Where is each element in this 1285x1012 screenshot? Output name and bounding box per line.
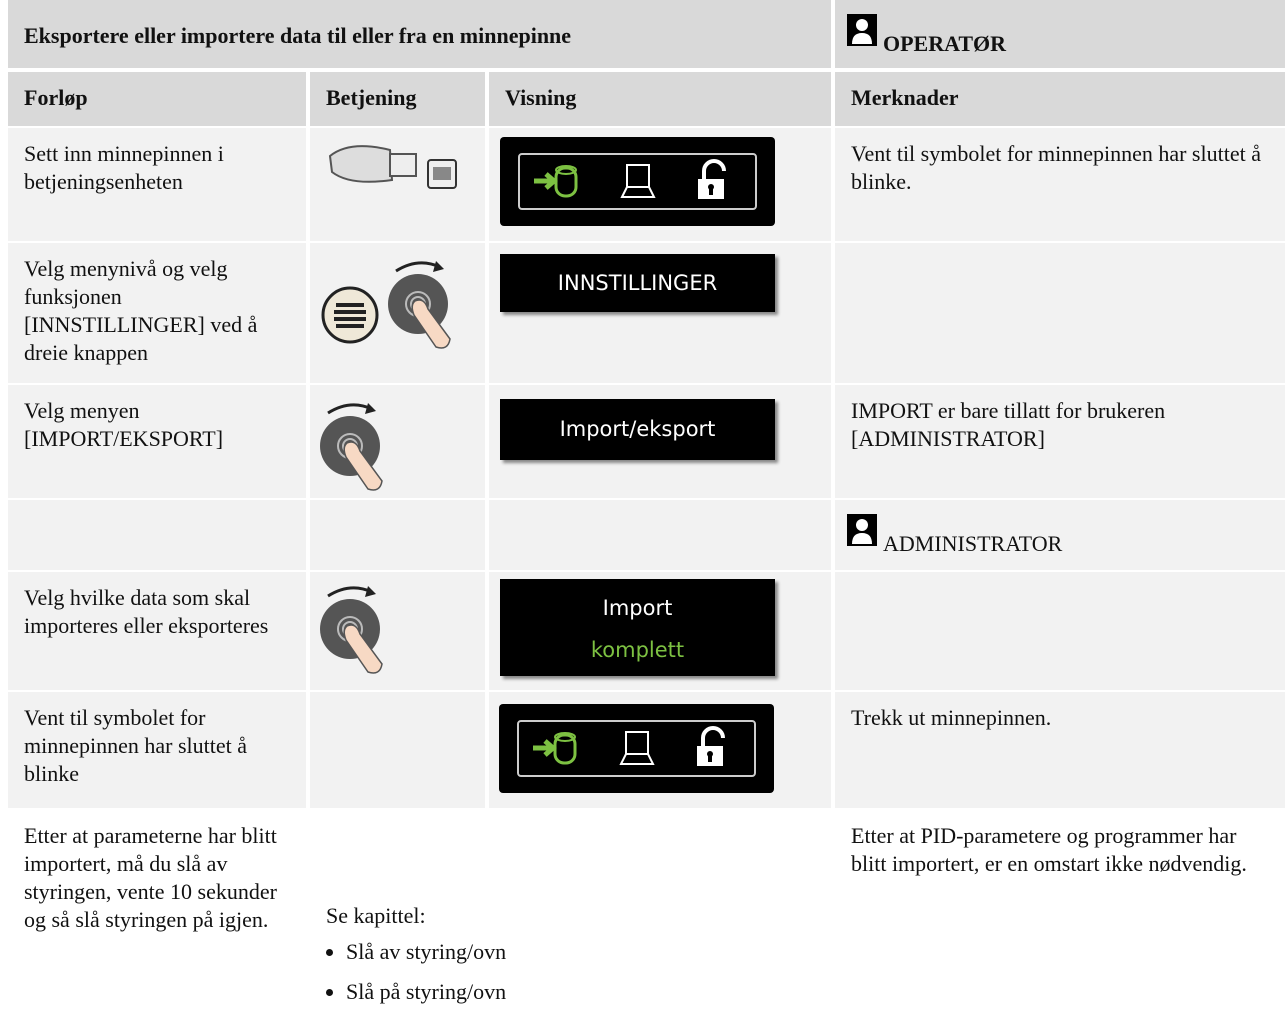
empty-cell	[8, 500, 306, 570]
step: Vent til symbolet for minnepinnen har sl…	[8, 692, 306, 808]
display-cell: Import/eksport	[489, 385, 831, 498]
column-header: Betjening	[310, 72, 485, 126]
note: Vent til symbolet for minnepinnen har sl…	[835, 128, 1285, 241]
reference-list: Slå av styring/ovn Slå på styring/ovn	[326, 938, 819, 1006]
display-text: INNSTILLINGER	[500, 254, 775, 312]
display-value: komplett	[590, 638, 685, 662]
display-text: Import/eksport	[500, 399, 775, 460]
step: Sett inn minnepinnen i betjeningsenheten	[8, 128, 306, 241]
control-cell	[310, 692, 485, 808]
reference: Se kapittel: Slå av styring/ovn Slå på s…	[310, 810, 831, 1012]
control-cell	[310, 572, 485, 690]
step: Velg hvilke data som skal importeres ell…	[8, 572, 306, 690]
display-cell: INNSTILLINGER	[489, 243, 831, 383]
empty-cell	[310, 500, 485, 570]
role-cell: ADMINISTRATOR	[835, 500, 1285, 570]
reference-label: Se kapittel:	[326, 903, 426, 928]
control-cell	[310, 128, 485, 241]
note: Etter at PID-parametere og programmer ha…	[835, 810, 1285, 1012]
knob-icon	[320, 401, 384, 492]
reference-item: Slå på styring/ovn	[346, 978, 819, 1006]
display-cell: Import komplett	[489, 572, 831, 690]
role: OPERATØR	[883, 31, 1007, 56]
empty-cell	[489, 500, 831, 570]
display: Import komplett	[500, 579, 775, 676]
status-screen	[499, 704, 779, 796]
display-cell	[489, 128, 831, 241]
column-header: Forløp	[8, 72, 306, 126]
column-header: Merknader	[835, 72, 1285, 126]
note: Trekk ut minnepinnen.	[835, 692, 1285, 808]
title: Eksportere eller importere data til elle…	[8, 0, 831, 68]
note-cell	[835, 572, 1285, 690]
usb-icon	[328, 145, 457, 189]
knob-icon	[388, 259, 452, 350]
control-cell	[310, 243, 485, 383]
note-cell	[835, 243, 1285, 383]
step: Velg menynivå og velg funksjonen [INNSTI…	[8, 243, 306, 383]
menu-button	[321, 286, 379, 344]
column-header: Visning	[489, 72, 831, 126]
user-icon	[847, 514, 877, 546]
status-screen	[500, 137, 780, 229]
note: IMPORT er bare tillatt for brukeren [ADM…	[835, 385, 1285, 498]
knob-icon	[320, 584, 384, 675]
user-icon	[847, 14, 877, 46]
display-text: Import	[602, 596, 673, 620]
step: Velg menyen [IMPORT/EKSPORT]	[8, 385, 306, 498]
display-cell	[489, 692, 831, 808]
reference-item: Slå av styring/ovn	[346, 938, 819, 966]
step: Etter at parameterne har blitt importert…	[8, 810, 306, 1012]
role: ADMINISTRATOR	[883, 531, 1063, 556]
role-cell: OPERATØR	[835, 0, 1285, 68]
control-cell	[310, 385, 485, 498]
